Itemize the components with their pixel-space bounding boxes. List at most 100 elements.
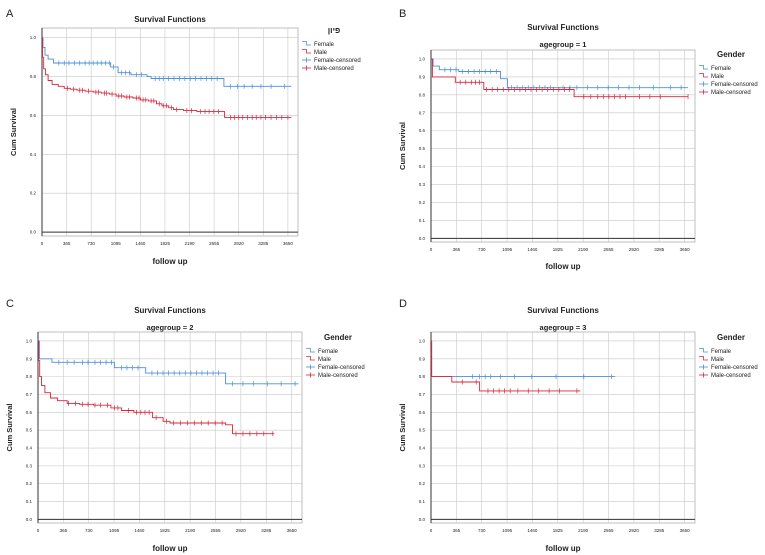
y-tick-label: 0.4 (26, 446, 33, 451)
panel-b: B 0 365 730 1095 1460 1825 2190 2555 2920 3285 3650… (398, 8, 758, 271)
male-survival-line (431, 340, 581, 392)
female-censored-marks (58, 60, 285, 89)
y-tick-label: 0.0 (419, 236, 426, 241)
female-survival-line (38, 340, 299, 385)
x-axis-label: follow up (545, 262, 580, 271)
female-censored-marks (472, 374, 612, 380)
y-tick-label: 0.6 (30, 113, 37, 118)
y-axis-label: Cum Survival (5, 404, 14, 452)
x-tick-label: 0 (430, 247, 433, 252)
legend-entry: Male-censored (711, 373, 751, 379)
x-tick-label: 1095 (109, 528, 120, 533)
legend-entry: Female-censored (314, 58, 361, 64)
y-tick-label: 0.8 (30, 74, 37, 79)
y-tick-label: 0.2 (419, 200, 426, 205)
legend-entry: Female (314, 42, 335, 48)
chart-subtitle: agegroup = 1 (540, 40, 587, 49)
x-tick-label: 2190 (578, 247, 589, 252)
y-tick-label: 0.7 (419, 110, 426, 115)
chart-title: Survival Functions (527, 306, 599, 315)
legend-entry: Male (314, 50, 328, 56)
x-tick-label: 1095 (502, 528, 513, 533)
y-tick-label: 0.9 (419, 74, 426, 79)
chart-title: Survival Functions (134, 306, 206, 315)
chart-subtitle: agegroup = 3 (540, 323, 587, 332)
y-tick-label: 1.0 (30, 35, 37, 40)
x-tick-label: 730 (87, 241, 95, 246)
legend: פיון Female Male Female-censored Male-censor… (302, 26, 361, 72)
y-tick-label: 0.4 (419, 164, 426, 169)
legend: Gender Female Male Female-censored Male-cens… (699, 333, 758, 379)
x-tick-label: 1460 (134, 528, 145, 533)
x-tick-label: 2920 (234, 241, 245, 246)
x-tick-label: 3650 (283, 241, 294, 246)
x-tick-label: 365 (453, 247, 461, 252)
legend-entry: Female (711, 66, 732, 72)
legend-swatch (302, 41, 311, 46)
legend-title: Gender (717, 50, 745, 59)
legend-swatch (306, 348, 315, 353)
legend-swatch (302, 49, 311, 54)
panel-d: D 0 365 730 1095 1460 1825 2190 2555 2920 3285 3650… (398, 298, 758, 553)
male-censored-marks (68, 400, 274, 437)
legend-entry: Female-censored (711, 82, 758, 88)
plot-frame (430, 331, 696, 524)
male-censored-marks (67, 85, 289, 120)
chart-subtitle: agegroup = 2 (147, 323, 194, 332)
legend-entry: Female-censored (318, 365, 365, 371)
panel-label: D (399, 298, 407, 310)
x-tick-label: 0 (37, 528, 40, 533)
y-tick-label: 0.4 (30, 152, 37, 157)
x-tick-label: 2190 (185, 528, 196, 533)
y-tick-label: 0.0 (419, 517, 426, 522)
x-tick-label: 365 (63, 241, 71, 246)
x-tick-label: 0 (41, 241, 44, 246)
legend-swatch (306, 356, 315, 361)
x-tick-label: 1825 (160, 241, 171, 246)
y-tick-label: 0.8 (26, 374, 33, 379)
y-tick-label: 0.5 (26, 428, 33, 433)
chart-title: Survival Functions (134, 15, 206, 24)
x-axis-label: follow up (545, 544, 580, 553)
y-tick-label: 1.0 (26, 338, 33, 343)
y-tick-label: 1.0 (419, 338, 426, 343)
x-tick-label: 3285 (261, 528, 272, 533)
y-axis-label: Cum Survival (398, 122, 407, 170)
x-tick-label: 2190 (578, 528, 589, 533)
x-tick-label: 2555 (210, 528, 221, 533)
x-axis-label: follow up (152, 257, 187, 266)
legend-swatch (699, 348, 708, 353)
y-tick-label: 0.1 (26, 499, 33, 504)
x-tick-label: 365 (453, 528, 461, 533)
legend-title: Gender (324, 333, 352, 342)
male-censored-marks (461, 379, 578, 394)
legend-entry: Male (318, 357, 332, 363)
x-tick-label: 3285 (654, 528, 665, 533)
x-tick-label: 1460 (135, 241, 146, 246)
legend-entry: Male-censored (318, 373, 358, 379)
x-tick-label: 1825 (553, 247, 564, 252)
y-tick-label: 0.0 (26, 517, 33, 522)
x-tick-label: 0 (430, 528, 433, 533)
x-axis-label: follow up (152, 544, 187, 553)
y-tick-label: 0.9 (419, 356, 426, 361)
y-tick-label: 0.3 (419, 182, 426, 187)
legend-title: פיון (328, 26, 340, 35)
panel-label: A (6, 8, 14, 20)
legend: Gender Female Male Female-censored Male-cens… (306, 333, 365, 379)
x-tick-label: 1460 (527, 247, 538, 252)
legend-swatch (699, 65, 708, 70)
y-tick-label: 1.0 (419, 56, 426, 61)
x-tick-label: 2555 (603, 247, 614, 252)
legend-swatch (699, 73, 708, 78)
y-tick-label: 0.5 (419, 146, 426, 151)
x-tick-label: 730 (478, 247, 486, 252)
y-axis-label: Cum Survival (398, 404, 407, 452)
panel-label: C (6, 298, 14, 310)
x-tick-label: 365 (60, 528, 68, 533)
x-tick-label: 3285 (258, 241, 269, 246)
legend-entry: Male-censored (314, 66, 354, 72)
y-tick-label: 0.6 (419, 410, 426, 415)
x-tick-label: 3650 (680, 247, 691, 252)
